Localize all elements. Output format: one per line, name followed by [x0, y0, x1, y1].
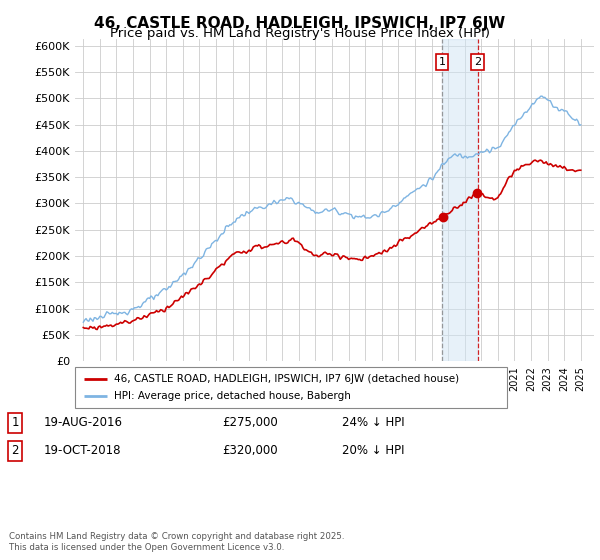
Text: 20% ↓ HPI: 20% ↓ HPI [342, 444, 404, 458]
FancyBboxPatch shape [75, 367, 507, 408]
Text: Contains HM Land Registry data © Crown copyright and database right 2025.
This d: Contains HM Land Registry data © Crown c… [9, 532, 344, 552]
Text: £320,000: £320,000 [222, 444, 278, 458]
Text: £275,000: £275,000 [222, 416, 278, 430]
Text: 1: 1 [439, 57, 445, 67]
Text: 2: 2 [474, 57, 481, 67]
Text: HPI: Average price, detached house, Babergh: HPI: Average price, detached house, Babe… [114, 391, 351, 402]
Text: 24% ↓ HPI: 24% ↓ HPI [342, 416, 404, 430]
Text: 2: 2 [11, 444, 19, 458]
Text: 19-AUG-2016: 19-AUG-2016 [43, 416, 122, 430]
Text: 19-OCT-2018: 19-OCT-2018 [43, 444, 121, 458]
Text: 46, CASTLE ROAD, HADLEIGH, IPSWICH, IP7 6JW (detached house): 46, CASTLE ROAD, HADLEIGH, IPSWICH, IP7 … [114, 374, 459, 384]
Text: 46, CASTLE ROAD, HADLEIGH, IPSWICH, IP7 6JW: 46, CASTLE ROAD, HADLEIGH, IPSWICH, IP7 … [94, 16, 506, 31]
Bar [442, 39, 478, 361]
Text: Price paid vs. HM Land Registry's House Price Index (HPI): Price paid vs. HM Land Registry's House … [110, 27, 490, 40]
Text: 1: 1 [11, 416, 19, 430]
